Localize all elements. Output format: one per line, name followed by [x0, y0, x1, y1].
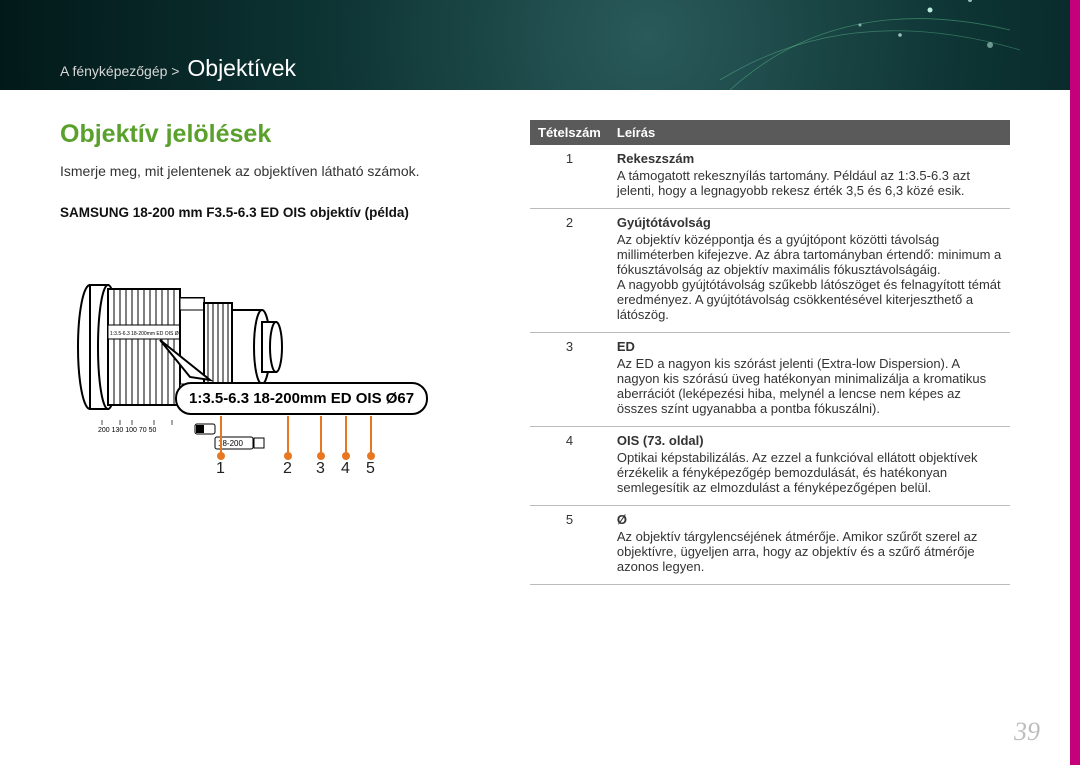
- row-body: Az ED a nagyon kis szórást jelenti (Extr…: [617, 356, 1002, 416]
- header-decoration: [720, 0, 1020, 90]
- pointer-3: [320, 416, 322, 454]
- callout-text: 1:3.5-6.3 18-200mm ED OIS Ø67: [189, 390, 414, 407]
- breadcrumb: A fényképezőgép > Objektívek: [60, 55, 296, 82]
- section-title: Objektív jelölések: [60, 120, 490, 149]
- pointer-2: [287, 416, 289, 454]
- row-description: Gyújtótávolság Az objektív középpontja és…: [609, 209, 1010, 333]
- table-row: 4 OIS (73. oldal) Optikai képstabilizálás.…: [530, 427, 1010, 506]
- table-row: 3 ED Az ED a nagyon kis szórást jelenti (E…: [530, 333, 1010, 427]
- pointer-4: [345, 416, 347, 454]
- row-number: 5: [530, 506, 609, 585]
- row-title: Gyújtótávolság: [617, 215, 1002, 230]
- row-body: A támogatott rekesznyílás tartomány. Pél…: [617, 168, 1002, 198]
- row-title: OIS (73. oldal): [617, 433, 1002, 448]
- row-description: Rekeszszám A támogatott rekesznyílás tart…: [609, 145, 1010, 209]
- th-num: Tételszám: [530, 120, 609, 145]
- right-column: Tételszám Leírás 1 Rekeszszám A támogatott…: [530, 120, 1010, 725]
- lens-diagram: 1:3.5-6.3 18-200mm ED OIS Ø67: [60, 232, 400, 492]
- pointer-label-4: 4: [341, 460, 350, 478]
- page-header: A fényképezőgép > Objektívek: [0, 0, 1080, 90]
- pointer-5: [370, 416, 372, 454]
- row-body: Az objektív tárgylencséjének átmérője. A…: [617, 529, 1002, 574]
- row-number: 4: [530, 427, 609, 506]
- side-accent-bar: [1070, 0, 1080, 765]
- row-number: 3: [530, 333, 609, 427]
- row-description: ED Az ED a nagyon kis szórást jelenti (Ex…: [609, 333, 1010, 427]
- content-area: Objektív jelölések Ismerje meg, mit jele…: [60, 120, 1010, 725]
- row-body: Az objektív középpontja és a gyújtópont …: [617, 232, 1002, 322]
- pointer-label-3: 3: [316, 460, 325, 478]
- description-table: Tételszám Leírás 1 Rekeszszám A támogatott…: [530, 120, 1010, 585]
- pointer-label-1: 1: [216, 460, 225, 478]
- intro-text: Ismerje meg, mit jelentenek az objektíve…: [60, 163, 490, 179]
- page: A fényképezőgép > Objektívek Objektív je…: [0, 0, 1080, 765]
- callout-bubble: 1:3.5-6.3 18-200mm ED OIS Ø67: [175, 382, 428, 415]
- row-number: 2: [530, 209, 609, 333]
- row-title: Rekeszszám: [617, 151, 1002, 166]
- breadcrumb-current: Objektívek: [187, 55, 296, 81]
- row-description: OIS (73. oldal) Optikai képstabilizálás. …: [609, 427, 1010, 506]
- page-number: 39: [1014, 717, 1040, 747]
- row-title: Ø: [617, 512, 1002, 527]
- row-number: 1: [530, 145, 609, 209]
- pointer-label-2: 2: [283, 460, 292, 478]
- lens-engraving-text: 1:3.5-6.3 18-200mm ED OIS Ø67: [110, 331, 184, 337]
- pointer-1: [220, 416, 222, 454]
- th-desc: Leírás: [609, 120, 1010, 145]
- row-title: ED: [617, 339, 1002, 354]
- left-column: Objektív jelölések Ismerje meg, mit jele…: [60, 120, 530, 725]
- row-description: Ø Az objektív tárgylencséjének átmérője. …: [609, 506, 1010, 585]
- lens-scale-text: 200 130 100 70 50: [98, 427, 156, 434]
- table-row: 5Ø Az objektív tárgylencséjének átmérője.…: [530, 506, 1010, 585]
- breadcrumb-pre: A fényképezőgép >: [60, 63, 180, 79]
- row-body: Optikai képstabilizálás. Az ezzel a funk…: [617, 450, 1002, 495]
- pointer-label-5: 5: [366, 460, 375, 478]
- table-row: 2 Gyújtótávolság Az objektív középpontja é…: [530, 209, 1010, 333]
- table-row: 1 Rekeszszám A támogatott rekesznyílás tar…: [530, 145, 1010, 209]
- example-heading: SAMSUNG 18-200 mm F3.5-6.3 ED OIS objekt…: [60, 205, 490, 220]
